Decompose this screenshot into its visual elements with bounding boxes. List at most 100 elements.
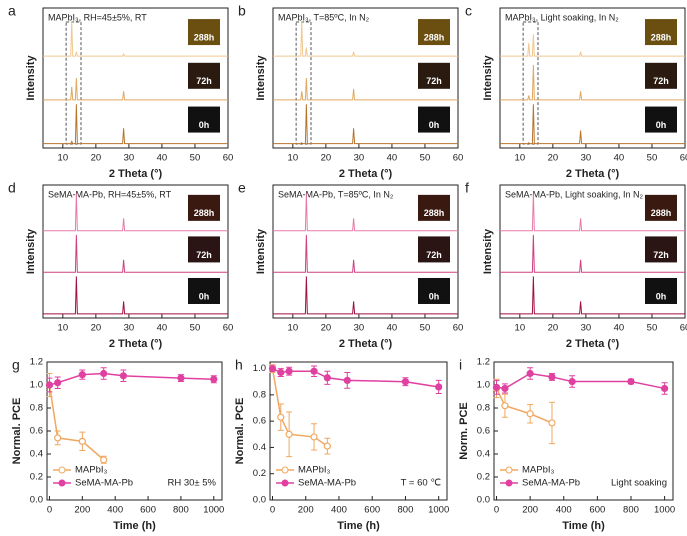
x-tick-label: 60 <box>223 323 234 334</box>
sample-time-label: 0h <box>656 291 667 301</box>
xrd-trace <box>273 193 458 232</box>
panel-title: MAPbI₃, RH=45±5%, RT <box>48 12 147 22</box>
x-tick-label: 40 <box>387 153 398 164</box>
plot-frame <box>272 184 459 319</box>
y-axis-label: Intensity <box>25 228 37 274</box>
xrd-trace <box>500 276 685 315</box>
data-point <box>323 374 331 382</box>
y-tick-label: 0.4 <box>30 449 43 460</box>
sample-photo <box>418 19 450 46</box>
plot-frame <box>42 7 229 149</box>
data-point <box>285 430 293 438</box>
x-axis-label: Time (h) <box>562 520 605 532</box>
legend-marker <box>281 479 289 487</box>
y-tick-label: 0.8 <box>30 403 43 414</box>
y-tick-label: 0.8 <box>253 389 266 400</box>
data-point <box>310 433 318 441</box>
x-tick-label: 600 <box>364 505 380 516</box>
panel-title: SeMA-MA-Pb, T=85ºC, In N₂ <box>278 189 394 199</box>
x-tick-label: 40 <box>157 323 168 334</box>
x-tick-label: 10 <box>515 323 526 334</box>
panel-label: e <box>238 180 246 196</box>
legend-marker <box>505 479 513 487</box>
x-tick-label: 10 <box>515 153 526 164</box>
x-tick-label: 800 <box>623 505 639 516</box>
x-tick-label: 20 <box>91 153 102 164</box>
xrd-trace <box>43 276 228 315</box>
x-tick-label: 10 <box>288 323 299 334</box>
x-tick-label: 40 <box>614 153 625 164</box>
data-point <box>285 367 293 375</box>
panel-label: f <box>465 180 469 196</box>
legend-label: MAPbI₃ <box>522 465 555 476</box>
data-point <box>435 383 443 391</box>
x-tick-label: 30 <box>354 153 365 164</box>
xrd-trace <box>500 34 685 57</box>
highlight-box <box>522 21 539 145</box>
sample-photo <box>418 277 450 304</box>
legend-marker <box>58 479 66 487</box>
data-point <box>526 410 534 418</box>
y-tick-label: 1.0 <box>30 380 43 391</box>
x-tick-label: 50 <box>647 153 658 164</box>
data-point <box>501 384 509 393</box>
sample-photo <box>188 19 220 46</box>
x-tick-label: 50 <box>420 153 431 164</box>
sample-photo <box>645 277 677 304</box>
data-point <box>210 375 218 383</box>
sample-time-label: 72h <box>426 76 442 86</box>
y-tick-label: 0.6 <box>253 416 266 427</box>
xrd-trace <box>43 21 228 57</box>
x-tick-label: 20 <box>548 153 559 164</box>
y-tick-label: 0.4 <box>477 449 490 460</box>
data-point <box>78 371 86 379</box>
sample-photo <box>418 106 450 133</box>
plot-frame <box>272 7 459 149</box>
y-tick-label: 1.0 <box>253 363 266 374</box>
y-tick-label: 0.0 <box>477 495 490 506</box>
data-point <box>526 369 534 378</box>
panel-label: b <box>238 3 246 19</box>
x-tick-label: 800 <box>398 505 414 516</box>
x-tick-label: 200 <box>522 505 538 516</box>
x-tick-label: 30 <box>124 153 135 164</box>
sample-time-label: 0h <box>656 120 667 130</box>
panel-label: d <box>8 180 16 196</box>
sample-photo <box>645 19 677 46</box>
y-axis-label: Intensity <box>255 55 267 101</box>
x-tick-label: 20 <box>321 323 332 334</box>
x-tick-label: 60 <box>453 323 464 334</box>
data-point <box>100 456 108 464</box>
pce-line <box>495 388 553 424</box>
x-axis-label: 2 Theta (°) <box>339 168 393 180</box>
y-tick-label: 1.0 <box>477 380 490 391</box>
legend-label: SeMA-MA-Pb <box>522 478 580 489</box>
sample-photo <box>418 194 450 221</box>
xrd-trace <box>43 77 228 101</box>
x-tick-label: 30 <box>124 323 135 334</box>
legend-marker <box>505 466 513 474</box>
sample-photo <box>418 62 450 89</box>
y-tick-label: 0.6 <box>30 426 43 437</box>
x-tick-label: 30 <box>581 323 592 334</box>
sample-time-label: 72h <box>426 250 442 260</box>
data-point <box>548 373 556 381</box>
legend-label: SeMA-MA-Pb <box>298 478 356 489</box>
sample-time-label: 72h <box>196 76 212 86</box>
y-tick-label: 1.2 <box>30 357 43 368</box>
sample-photo <box>188 194 220 221</box>
data-point <box>310 367 318 375</box>
pce-line <box>48 384 105 461</box>
y-axis-label: Normal. PCE <box>11 398 23 465</box>
y-axis-label: Intensity <box>25 55 37 101</box>
data-point <box>343 376 351 384</box>
x-tick-label: 600 <box>589 505 605 516</box>
sample-photo <box>188 277 220 304</box>
data-point <box>45 381 54 389</box>
xrd-trace <box>273 77 458 101</box>
annotation: RH 30± 5% <box>167 478 216 489</box>
legend-label: MAPbI₃ <box>75 465 108 476</box>
y-axis-label: Intensity <box>482 55 494 101</box>
xrd-trace <box>273 21 458 57</box>
x-axis-label: 2 Theta (°) <box>566 338 620 350</box>
